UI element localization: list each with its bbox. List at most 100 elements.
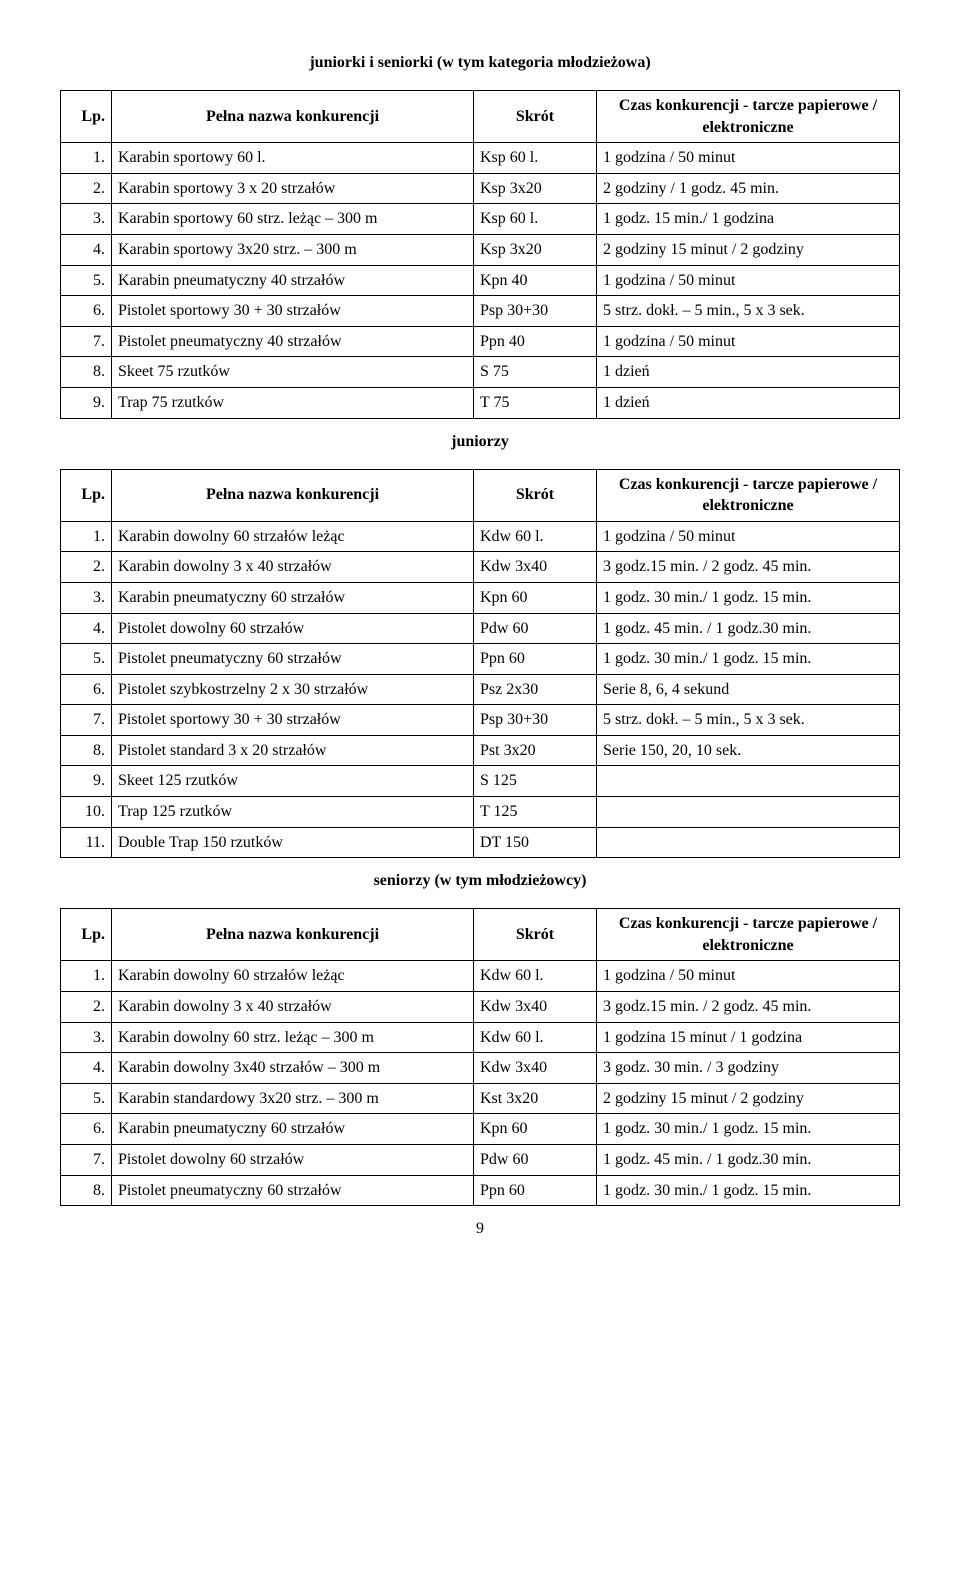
cell-lp: 6. — [61, 296, 112, 327]
cell-czas: 1 godzina 15 minut / 1 godzina — [597, 1022, 900, 1053]
cell-lp: 1. — [61, 521, 112, 552]
table-row: 1.Karabin sportowy 60 l.Ksp 60 l.1 godzi… — [61, 143, 900, 174]
cell-lp: 1. — [61, 143, 112, 174]
table-row: 6.Pistolet szybkostrzelny 2 x 30 strzałó… — [61, 674, 900, 705]
cell-skrot: Ksp 60 l. — [474, 204, 597, 235]
cell-skrot: Kpn 60 — [474, 1114, 597, 1145]
cell-czas: 3 godz. 30 min. / 3 godziny — [597, 1053, 900, 1084]
col-skrot-header: Skrót — [474, 91, 597, 143]
cell-lp: 3. — [61, 582, 112, 613]
cell-czas: 2 godziny 15 minut / 2 godziny — [597, 1083, 900, 1114]
col-lp-header: Lp. — [61, 469, 112, 521]
cell-lp: 6. — [61, 1114, 112, 1145]
cell-lp: 9. — [61, 766, 112, 797]
cell-czas: 5 strz. dokł. – 5 min., 5 x 3 sek. — [597, 705, 900, 736]
cell-name: Pistolet sportowy 30 + 30 strzałów — [112, 705, 474, 736]
cell-lp: 9. — [61, 387, 112, 418]
cell-lp: 3. — [61, 204, 112, 235]
cell-czas: 3 godz.15 min. / 2 godz. 45 min. — [597, 992, 900, 1023]
cell-name: Karabin dowolny 60 strzałów leżąc — [112, 961, 474, 992]
cell-czas: 1 godz. 30 min./ 1 godz. 15 min. — [597, 1175, 900, 1206]
cell-czas: 1 godz. 15 min./ 1 godzina — [597, 204, 900, 235]
cell-czas: 1 godz. 30 min./ 1 godz. 15 min. — [597, 1114, 900, 1145]
table-row: 7.Pistolet dowolny 60 strzałówPdw 601 go… — [61, 1145, 900, 1176]
cell-lp: 4. — [61, 1053, 112, 1084]
cell-name: Karabin pneumatyczny 60 strzałów — [112, 582, 474, 613]
table-body: 1.Karabin dowolny 60 strzałów leżącKdw 6… — [61, 521, 900, 858]
cell-skrot: Ksp 60 l. — [474, 143, 597, 174]
col-czas-header: Czas konkurencji - tarcze papierowe / el… — [597, 909, 900, 961]
cell-name: Karabin pneumatyczny 40 strzałów — [112, 265, 474, 296]
cell-czas: 1 dzień — [597, 387, 900, 418]
cell-name: Pistolet pneumatyczny 40 strzałów — [112, 326, 474, 357]
cell-lp: 4. — [61, 234, 112, 265]
table-row: 1.Karabin dowolny 60 strzałów leżącKdw 6… — [61, 521, 900, 552]
cell-skrot: Ppn 60 — [474, 644, 597, 675]
table-header: Lp. Pełna nazwa konkurencji Skrót Czas k… — [61, 909, 900, 961]
table-row: 5.Pistolet pneumatyczny 60 strzałówPpn 6… — [61, 644, 900, 675]
cell-czas — [597, 766, 900, 797]
table-row: 6.Pistolet sportowy 30 + 30 strzałówPsp … — [61, 296, 900, 327]
cell-czas: 1 godzina / 50 minut — [597, 961, 900, 992]
table-body: 1.Karabin sportowy 60 l.Ksp 60 l.1 godzi… — [61, 143, 900, 418]
cell-name: Pistolet pneumatyczny 60 strzałów — [112, 1175, 474, 1206]
cell-name: Pistolet dowolny 60 strzałów — [112, 613, 474, 644]
cell-czas: 1 godzina / 50 minut — [597, 265, 900, 296]
cell-lp: 8. — [61, 735, 112, 766]
cell-name: Pistolet standard 3 x 20 strzałów — [112, 735, 474, 766]
col-lp-header: Lp. — [61, 909, 112, 961]
cell-lp: 11. — [61, 827, 112, 858]
cell-skrot: Kdw 60 l. — [474, 521, 597, 552]
table-row: 11.Double Trap 150 rzutkówDT 150 — [61, 827, 900, 858]
cell-skrot: S 75 — [474, 357, 597, 388]
cell-skrot: Pdw 60 — [474, 1145, 597, 1176]
cell-skrot: Kdw 3x40 — [474, 992, 597, 1023]
table-row: 4.Karabin sportowy 3x20 strz. – 300 mKsp… — [61, 234, 900, 265]
cell-name: Karabin standardowy 3x20 strz. – 300 m — [112, 1083, 474, 1114]
table-juniorzy: Lp. Pełna nazwa konkurencji Skrót Czas k… — [60, 469, 900, 859]
table-row: 2.Karabin dowolny 3 x 40 strzałówKdw 3x4… — [61, 992, 900, 1023]
cell-name: Karabin sportowy 60 strz. leżąc – 300 m — [112, 204, 474, 235]
col-name-header: Pełna nazwa konkurencji — [112, 909, 474, 961]
cell-czas: 1 godz. 45 min. / 1 godz.30 min. — [597, 1145, 900, 1176]
cell-lp: 2. — [61, 992, 112, 1023]
cell-name: Pistolet pneumatyczny 60 strzałów — [112, 644, 474, 675]
cell-czas: 1 godzina / 50 minut — [597, 143, 900, 174]
cell-lp: 8. — [61, 1175, 112, 1206]
table-row: 3.Karabin pneumatyczny 60 strzałówKpn 60… — [61, 582, 900, 613]
col-skrot-header: Skrót — [474, 469, 597, 521]
table-juniorki-seniorki: Lp. Pełna nazwa konkurencji Skrót Czas k… — [60, 90, 900, 419]
cell-name: Trap 125 rzutków — [112, 797, 474, 828]
cell-lp: 5. — [61, 265, 112, 296]
table-row: 4.Pistolet dowolny 60 strzałówPdw 601 go… — [61, 613, 900, 644]
cell-lp: 8. — [61, 357, 112, 388]
cell-skrot: Pdw 60 — [474, 613, 597, 644]
col-skrot-header: Skrót — [474, 909, 597, 961]
cell-skrot: Ksp 3x20 — [474, 173, 597, 204]
cell-czas: 1 godz. 30 min./ 1 godz. 15 min. — [597, 582, 900, 613]
cell-lp: 6. — [61, 674, 112, 705]
cell-skrot: Kdw 3x40 — [474, 552, 597, 583]
cell-name: Pistolet szybkostrzelny 2 x 30 strzałów — [112, 674, 474, 705]
col-name-header: Pełna nazwa konkurencji — [112, 91, 474, 143]
cell-name: Karabin pneumatyczny 60 strzałów — [112, 1114, 474, 1145]
table-row: 3.Karabin dowolny 60 strz. leżąc – 300 m… — [61, 1022, 900, 1053]
cell-czas: 5 strz. dokł. – 5 min., 5 x 3 sek. — [597, 296, 900, 327]
cell-name: Karabin dowolny 3 x 40 strzałów — [112, 552, 474, 583]
cell-name: Karabin dowolny 3 x 40 strzałów — [112, 992, 474, 1023]
cell-skrot: Kpn 40 — [474, 265, 597, 296]
cell-czas: Serie 150, 20, 10 sek. — [597, 735, 900, 766]
cell-name: Karabin dowolny 60 strzałów leżąc — [112, 521, 474, 552]
cell-czas: 1 godzina / 50 minut — [597, 326, 900, 357]
table-row: 3.Karabin sportowy 60 strz. leżąc – 300 … — [61, 204, 900, 235]
cell-czas: 2 godziny / 1 godz. 45 min. — [597, 173, 900, 204]
table-row: 8.Pistolet pneumatyczny 60 strzałówPpn 6… — [61, 1175, 900, 1206]
cell-skrot: T 125 — [474, 797, 597, 828]
cell-skrot: Ppn 60 — [474, 1175, 597, 1206]
table-row: 2.Karabin dowolny 3 x 40 strzałówKdw 3x4… — [61, 552, 900, 583]
cell-lp: 5. — [61, 644, 112, 675]
cell-name: Skeet 125 rzutków — [112, 766, 474, 797]
cell-czas: Serie 8, 6, 4 sekund — [597, 674, 900, 705]
cell-skrot: Kdw 3x40 — [474, 1053, 597, 1084]
table-row: 9.Skeet 125 rzutkówS 125 — [61, 766, 900, 797]
